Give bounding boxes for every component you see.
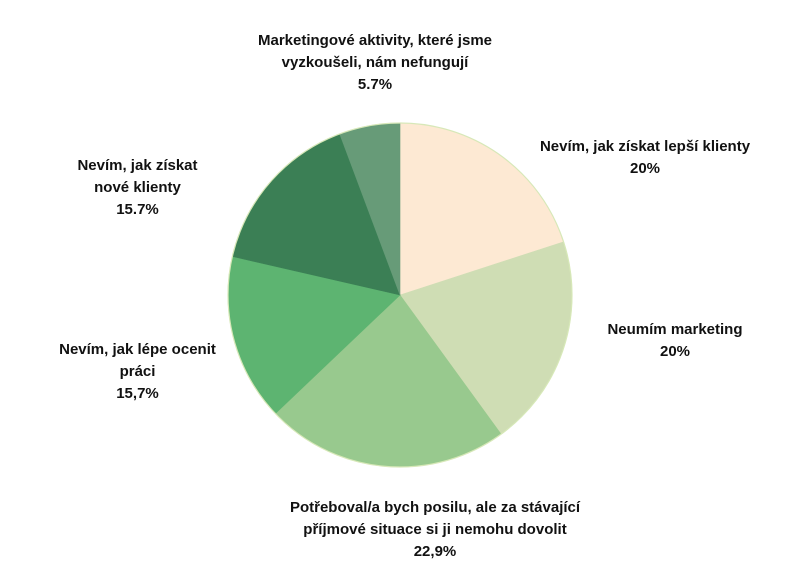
slice-label-text: Nevím, jak lépe ocenit [59,341,216,358]
slice-label-text: Potřeboval/a bych posilu, ale za stávají… [289,499,581,516]
slice-label-text: vyzkoušeli, nám nefungují [281,54,469,71]
slice-label-text: Nevím, jak získat lepší klienty [539,138,751,155]
slice-value-label: 20% [629,160,661,177]
slice-label-text: příjmové situace si ji nemohu dovolit [303,521,567,538]
slice-label-text: Marketingové aktivity, které jsme [258,32,492,49]
slice-label-posila: Potřeboval/a bych posilu, ale za stávají… [250,497,620,563]
slice-value-label: 15,7% [116,385,159,402]
slice-label-ocenit-praci: Nevím, jak lépe ocenit práci 15,7% [35,339,240,405]
slice-label-text: Nevím, jak získat [77,157,198,174]
slice-label-aktivity-nefunguji: Marketingové aktivity, které jsme vyzkou… [215,30,535,96]
slice-label-text: práci [119,363,156,380]
slice-label-text: nové klienty [94,179,181,196]
slice-value-label: 5.7% [357,76,393,93]
slice-label-text: Neumím marketing [607,321,743,338]
slice-value-label: 22,9% [413,543,457,560]
slice-label-nove-klienty: Nevím, jak získat nové klienty 15.7% [45,155,230,221]
slice-label-marketing: Neumím marketing 20% [590,319,760,363]
slice-value-label: 20% [659,343,691,360]
slice-value-label: 15.7% [116,201,159,218]
slice-label-lepsi-klienty: Nevím, jak získat lepší klienty 20% [520,136,770,180]
pie-outline [227,122,573,468]
